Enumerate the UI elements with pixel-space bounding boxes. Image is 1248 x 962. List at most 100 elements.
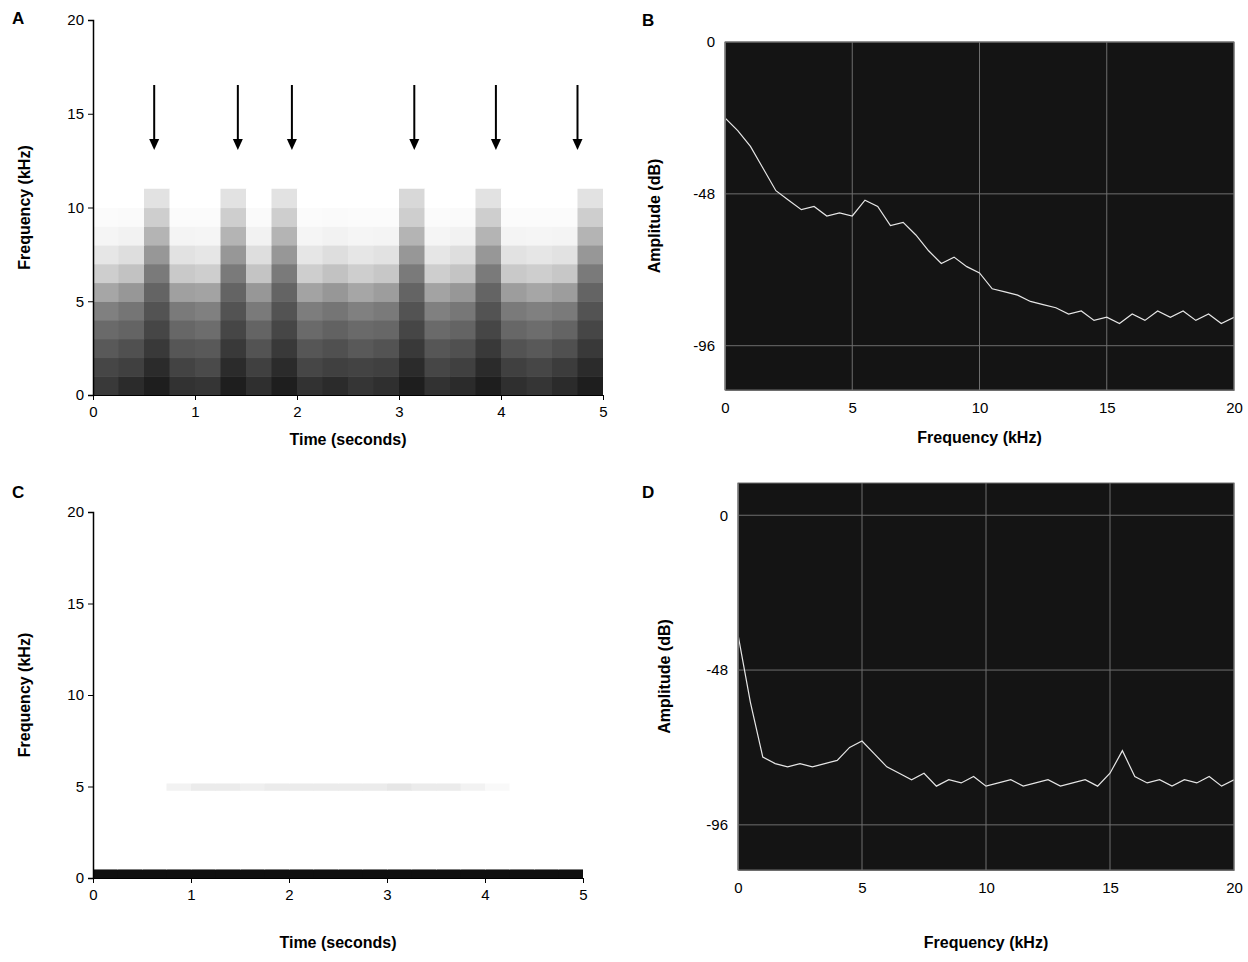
cell: [338, 783, 363, 791]
cell: [501, 358, 527, 377]
tick-label: 4: [497, 403, 505, 420]
axis-line: [725, 43, 726, 391]
tick-label: 15: [1102, 879, 1119, 896]
tick: 0: [89, 878, 97, 903]
cell: [399, 189, 425, 208]
cell: [246, 208, 272, 227]
cell: [167, 512, 192, 783]
cell: [348, 226, 374, 245]
cell: [374, 189, 400, 208]
cell: [216, 869, 241, 878]
cell: [93, 358, 119, 377]
cell: [450, 376, 476, 395]
cell: [412, 512, 437, 783]
cell: [534, 869, 559, 878]
grid-line: [738, 824, 1234, 825]
cell: [314, 783, 339, 791]
cell: [552, 189, 578, 208]
cell: [450, 320, 476, 339]
cell: [476, 376, 502, 395]
cell: [425, 301, 451, 320]
cell: [240, 790, 265, 869]
tick-mark: [289, 878, 290, 883]
tick: 0: [76, 869, 93, 886]
cell: [461, 512, 486, 783]
cell: [450, 339, 476, 358]
cell: [485, 790, 510, 869]
tick-label: 20: [1226, 399, 1243, 416]
cell: [272, 264, 298, 283]
cell: [314, 512, 339, 783]
cell: [144, 320, 170, 339]
cell: [272, 226, 298, 245]
panel-label: A: [12, 9, 24, 28]
cell: [93, 869, 118, 878]
tick-mark: [399, 395, 400, 400]
cell: [363, 783, 388, 791]
cell: [297, 301, 323, 320]
tick: 5: [579, 878, 587, 903]
cell: [578, 226, 604, 245]
cell: [289, 790, 314, 869]
cell: [425, 208, 451, 227]
cell: [510, 869, 535, 878]
cell: [578, 245, 604, 264]
tick-mark: [88, 301, 93, 302]
cell: [450, 264, 476, 283]
cell: [170, 283, 196, 302]
grid-line: [979, 42, 980, 390]
cell: [297, 245, 323, 264]
tick-label: 10: [67, 199, 84, 216]
tick-label: 0: [720, 507, 728, 524]
cell: [246, 245, 272, 264]
cell: [93, 376, 119, 395]
plot-background: [738, 483, 1234, 870]
cell: [272, 208, 298, 227]
cell: [297, 283, 323, 302]
cell: [167, 869, 192, 878]
cell: [170, 189, 196, 208]
cell: [195, 320, 221, 339]
cell: [297, 226, 323, 245]
cell: [240, 512, 265, 783]
cell: [191, 790, 216, 869]
cell: [323, 339, 349, 358]
tick-mark: [88, 787, 93, 788]
axis-line: [88, 513, 94, 879]
tick-mark: [583, 878, 584, 883]
cell: [289, 783, 314, 791]
arrow: [409, 85, 419, 150]
cell: [387, 783, 412, 791]
cell: [170, 358, 196, 377]
cell: [476, 339, 502, 358]
axis-line: [738, 484, 739, 871]
cell: [246, 358, 272, 377]
x-axis: 05101520: [734, 870, 1243, 896]
tick-label: 20: [1226, 879, 1243, 896]
cell: [436, 512, 461, 783]
cell: [510, 783, 535, 791]
cell: [501, 320, 527, 339]
cell: [527, 208, 553, 227]
cell: [501, 208, 527, 227]
cell: [221, 208, 247, 227]
tick-label: 0: [89, 403, 97, 420]
tick: 4: [497, 395, 505, 420]
cell: [195, 339, 221, 358]
tick: 0: [734, 870, 742, 896]
cell: [93, 189, 119, 208]
arrow-shaft: [577, 85, 579, 142]
cell: [93, 208, 119, 227]
cell: [119, 264, 145, 283]
cell: [297, 264, 323, 283]
tick: 15: [67, 595, 93, 612]
cell: [240, 869, 265, 878]
cell: [323, 264, 349, 283]
cell: [436, 869, 461, 878]
cell: [436, 790, 461, 869]
cell: [501, 189, 527, 208]
cell: [552, 226, 578, 245]
cell: [552, 320, 578, 339]
cell: [221, 264, 247, 283]
cell: [246, 283, 272, 302]
